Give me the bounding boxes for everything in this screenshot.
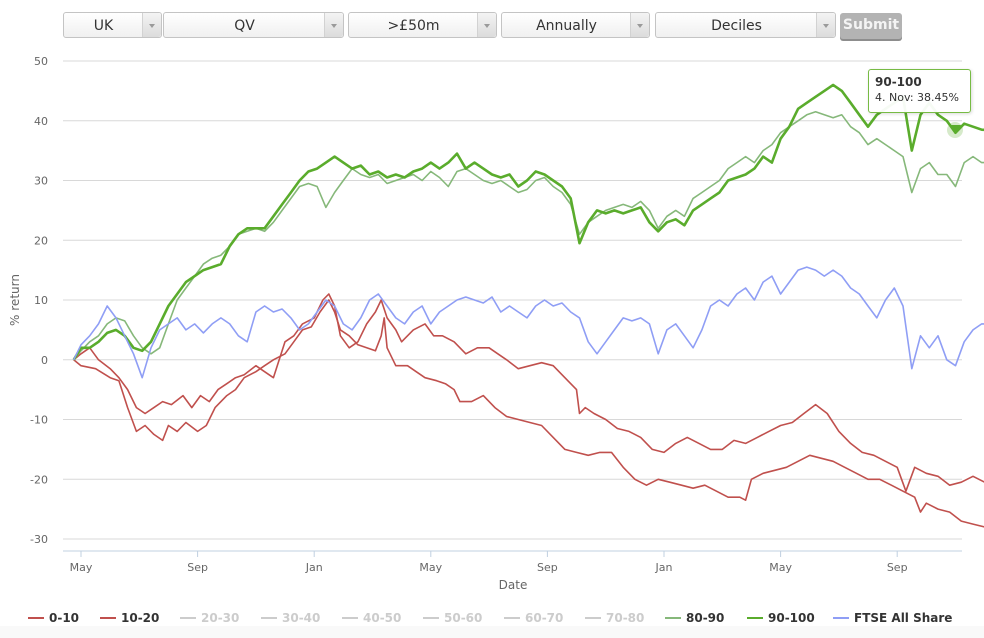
x-tick-label: Sep	[187, 561, 208, 574]
size-select[interactable]: >£50m	[348, 12, 497, 38]
x-tick-label: Sep	[887, 561, 908, 574]
y-tick-label: 10	[34, 294, 48, 307]
legend-item-90-100[interactable]: 90-100	[747, 609, 815, 627]
y-tick-label: 50	[34, 55, 48, 68]
region-select[interactable]: UK	[63, 12, 162, 38]
series-line-80-90[interactable]	[73, 111, 984, 361]
legend-swatch-icon	[423, 616, 439, 619]
legend-label: 60-70	[525, 611, 564, 625]
legend-item-40-50[interactable]: 40-50	[342, 609, 401, 627]
x-tick-label: May	[70, 561, 93, 574]
legend-swatch-icon	[665, 616, 681, 619]
x-axis-ticks: May Sep Jan May Sep Jan May Sep	[70, 551, 908, 574]
chevron-down-icon[interactable]	[816, 13, 835, 37]
legend-item-50-60[interactable]: 50-60	[423, 609, 482, 627]
chevron-down-icon[interactable]	[477, 13, 496, 37]
chart-tooltip: 90-100 4. Nov: 38.45%	[868, 69, 971, 113]
rebalance-select-value: Annually	[536, 18, 597, 34]
legend-label: FTSE All Share	[854, 611, 953, 625]
legend-item-0-10[interactable]: 0-10	[28, 609, 79, 627]
y-tick-label: -30	[30, 533, 48, 546]
y-gridlines	[63, 60, 962, 540]
legend-item-70-80[interactable]: 70-80	[585, 609, 644, 627]
legend-background	[0, 626, 984, 638]
triangle-marker-icon	[949, 125, 961, 134]
legend-item-20-30[interactable]: 20-30	[180, 609, 239, 627]
factor-select[interactable]: QV	[163, 12, 344, 38]
series-line-0-10[interactable]	[73, 299, 984, 528]
series-line-10-20[interactable]	[73, 293, 984, 492]
legend-label: 0-10	[49, 611, 80, 625]
legend-swatch-icon	[747, 616, 763, 619]
legend-label: 70-80	[606, 611, 645, 625]
legend-item-10-20[interactable]: 10-20	[100, 609, 159, 627]
tooltip-series: 90-100	[875, 75, 922, 89]
chart-legend: 0-10 10-20 20-30 30-40 40-50 50-60 60-70 70-80 8…	[0, 609, 984, 629]
legend-item-80-90[interactable]: 80-90	[665, 609, 724, 627]
legend-item-30-40[interactable]: 30-40	[261, 609, 320, 627]
legend-label: 30-40	[282, 611, 321, 625]
x-axis-title: Date	[499, 578, 528, 592]
tooltip-value: 4. Nov: 38.45%	[875, 91, 960, 104]
legend-item-60-70[interactable]: 60-70	[504, 609, 563, 627]
bucket-select-value: Deciles	[711, 18, 762, 34]
legend-swatch-icon	[585, 616, 601, 619]
legend-item-ftse-all-share[interactable]: FTSE All Share	[833, 609, 952, 627]
chevron-down-icon[interactable]	[324, 13, 343, 37]
y-tick-label: 40	[34, 115, 48, 128]
legend-label: 80-90	[686, 611, 725, 625]
legend-label: 50-60	[444, 611, 483, 625]
legend-swatch-icon	[180, 616, 196, 619]
legend-label: 40-50	[363, 611, 402, 625]
chevron-down-icon[interactable]	[630, 13, 649, 37]
series-line-ftse-all-share[interactable]	[72, 266, 984, 379]
legend-label: 20-30	[201, 611, 240, 625]
y-axis-ticks: 50 40 30 20 10 0 -10 -20 -30	[30, 55, 48, 546]
legend-label: 10-20	[121, 611, 160, 625]
legend-swatch-icon	[100, 616, 116, 619]
series-lines[interactable]	[72, 83, 984, 528]
x-tick-label: Sep	[537, 561, 558, 574]
y-tick-label: 20	[34, 234, 48, 247]
x-tick-label: May	[769, 561, 792, 574]
y-tick-label: 30	[34, 175, 48, 188]
legend-swatch-icon	[28, 616, 44, 619]
y-tick-label: -10	[30, 414, 48, 427]
legend-swatch-icon	[261, 616, 277, 619]
region-select-value: UK	[93, 18, 114, 34]
submit-button[interactable]: Submit	[840, 13, 902, 39]
x-tick-label: Jan	[305, 561, 323, 574]
legend-swatch-icon	[342, 616, 358, 619]
legend-swatch-icon	[504, 616, 520, 619]
y-tick-label: 0	[41, 354, 48, 367]
size-select-value: >£50m	[387, 18, 440, 34]
y-tick-label: -20	[30, 473, 48, 486]
bucket-select[interactable]: Deciles	[655, 12, 836, 38]
x-tick-label: Jan	[655, 561, 673, 574]
chevron-down-icon[interactable]	[142, 13, 161, 37]
legend-swatch-icon	[833, 616, 849, 619]
series-line-90-100[interactable]	[72, 83, 984, 361]
rebalance-select[interactable]: Annually	[501, 12, 650, 38]
legend-label: 90-100	[768, 611, 815, 625]
factor-select-value: QV	[234, 18, 255, 34]
x-tick-label: May	[419, 561, 442, 574]
y-axis-title: % return	[8, 274, 22, 326]
